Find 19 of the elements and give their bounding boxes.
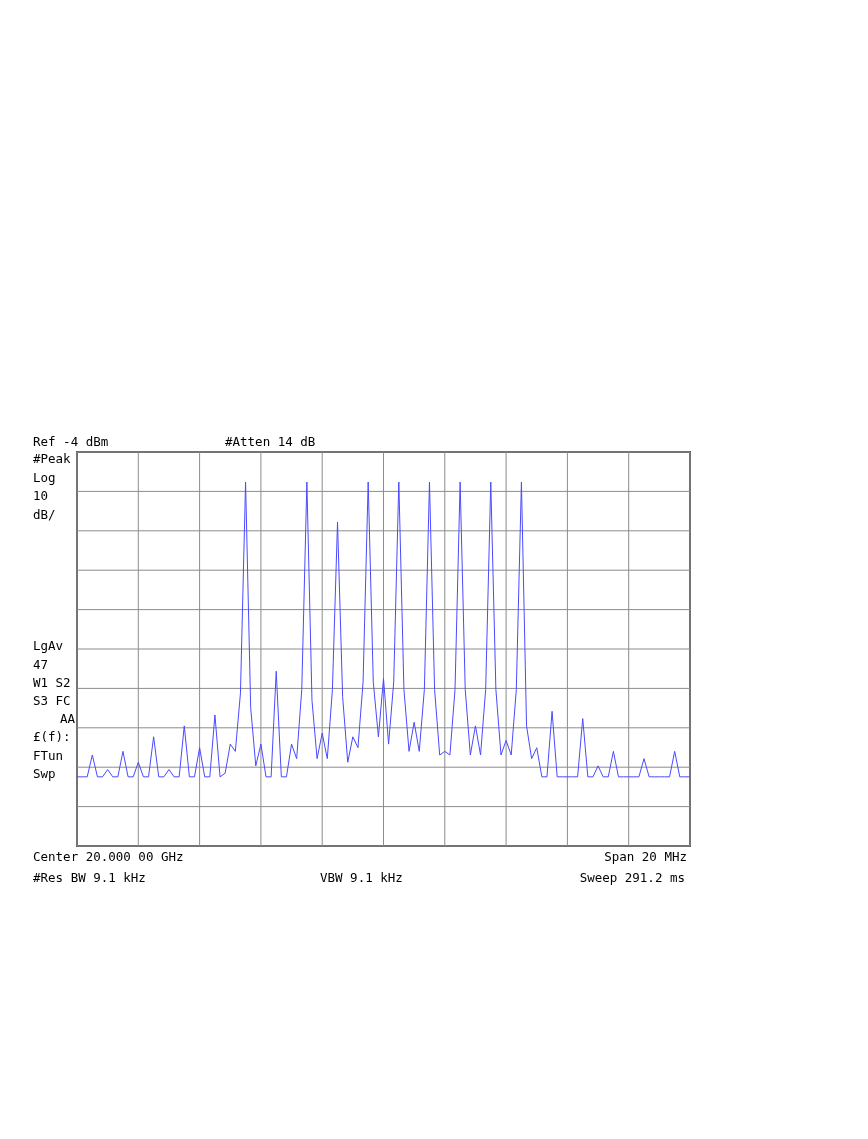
text: VBW 9.1 kHz bbox=[320, 870, 403, 885]
text: Swp bbox=[33, 766, 56, 781]
text: AA bbox=[59, 711, 76, 726]
text: Span 20 MHz bbox=[604, 849, 687, 864]
text: #Peak bbox=[33, 451, 72, 466]
text: 47 bbox=[33, 657, 49, 672]
text: W1 S2 bbox=[33, 675, 71, 690]
text: LgAv bbox=[33, 638, 64, 653]
text: Sweep 291.2 ms bbox=[579, 870, 685, 885]
text: Center 20.000 00 GHz bbox=[33, 849, 184, 864]
text: dB/ bbox=[33, 507, 56, 522]
text: 10 bbox=[33, 488, 49, 503]
text: Ref -4 dBm bbox=[33, 434, 109, 449]
text: £(f): bbox=[33, 729, 71, 744]
text: #Res BW 9.1 kHz bbox=[33, 870, 146, 885]
text: #Atten 14 dB bbox=[225, 434, 316, 449]
text: FTun bbox=[33, 748, 64, 763]
text: Log bbox=[33, 470, 56, 485]
text: S3 FC bbox=[33, 693, 71, 708]
